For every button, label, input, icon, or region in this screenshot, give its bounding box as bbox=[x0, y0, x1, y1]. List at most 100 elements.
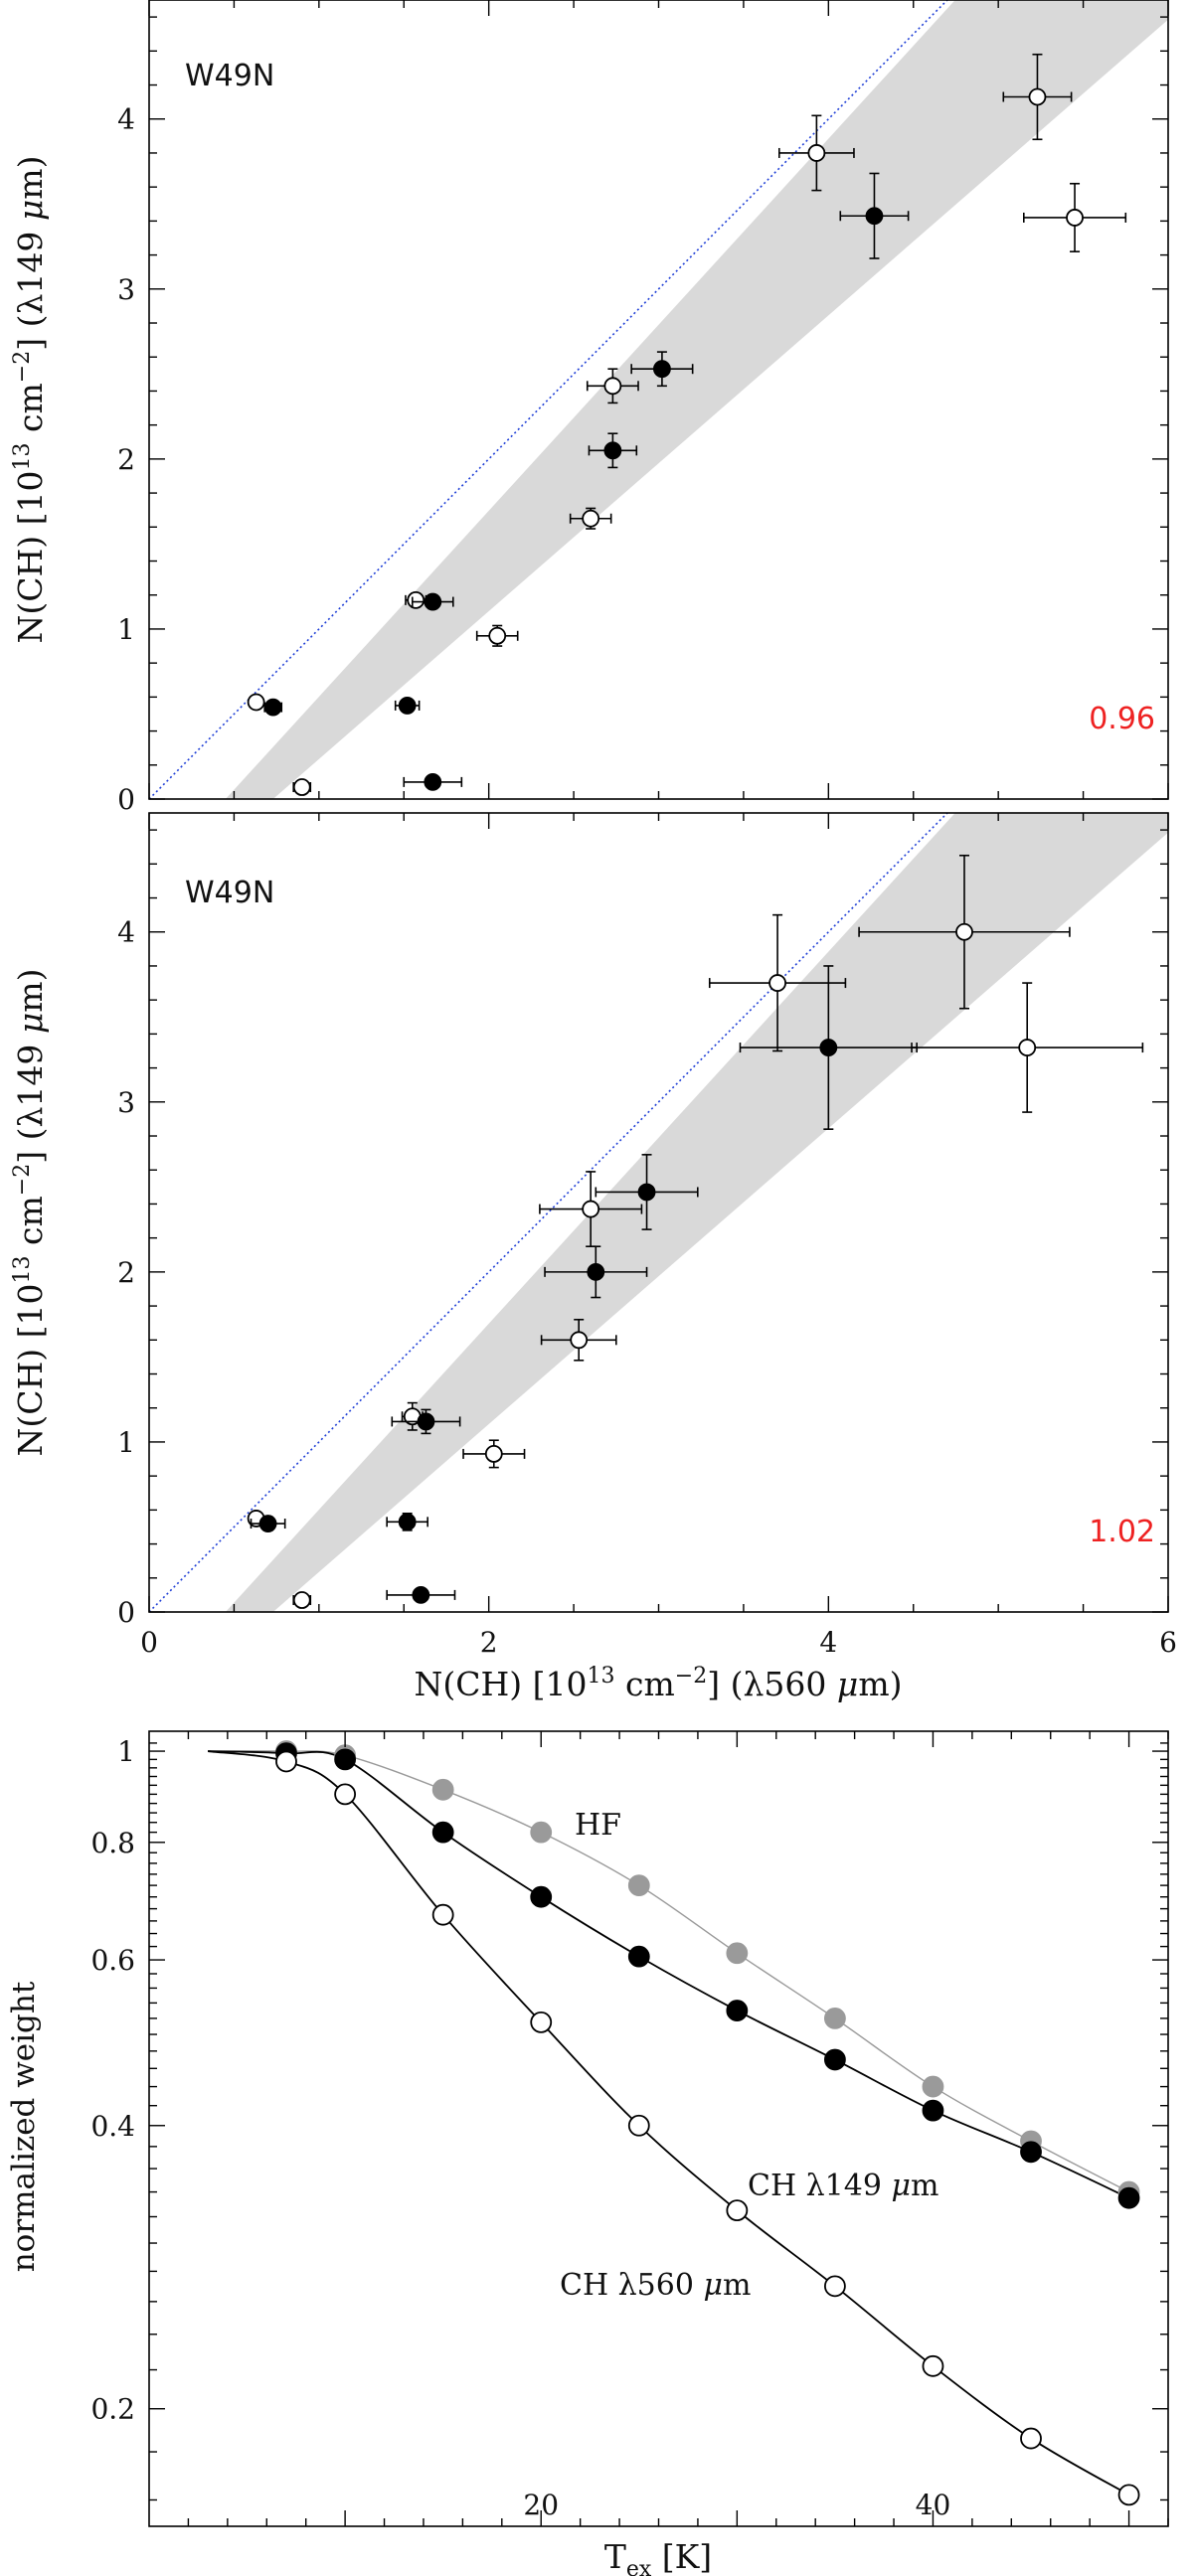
series-0-marker bbox=[431, 1778, 454, 1801]
open-point-7 bbox=[858, 854, 1071, 1010]
y-tick-label: 0.2 bbox=[90, 2393, 135, 2426]
x-tick-label: 40 bbox=[916, 2489, 951, 2521]
series-1-marker bbox=[824, 2048, 846, 2071]
y-axis-label: N(CH) [1013 cm−2] (λ149 μm) bbox=[10, 969, 50, 1457]
source-label: W49N bbox=[185, 876, 274, 910]
open-point-5 bbox=[586, 368, 639, 404]
filled-point-6 bbox=[739, 965, 918, 1130]
open-point-3 bbox=[475, 624, 519, 647]
series-2-marker bbox=[275, 1750, 297, 1773]
marker bbox=[582, 1200, 600, 1218]
x-tick-label: 2 bbox=[480, 1626, 498, 1659]
marker bbox=[292, 1591, 311, 1609]
marker bbox=[603, 377, 622, 396]
band-region bbox=[225, 0, 1168, 799]
marker bbox=[424, 772, 442, 791]
filled-point-0 bbox=[250, 1515, 286, 1532]
x-tick-label: 20 bbox=[523, 2489, 559, 2521]
marker bbox=[955, 922, 973, 941]
series-curves bbox=[208, 1750, 1130, 2496]
filled-point-1 bbox=[394, 697, 421, 715]
series-label-hf: HF bbox=[575, 1808, 621, 1843]
y-tick-label: 4 bbox=[117, 916, 135, 949]
y-tick-label: 1 bbox=[117, 1735, 135, 1768]
weight-panel-bottom: 0.20.40.60.81 20 40 HF CH λ149 μm CH λ560… bbox=[6, 1730, 1169, 2576]
y-tick-label: 2 bbox=[117, 443, 135, 476]
y-tick-labels: 0 1 2 3 4 bbox=[117, 103, 135, 816]
open-point-3 bbox=[462, 1439, 526, 1469]
ratio-label: 0.96 bbox=[1089, 702, 1155, 736]
y-axis-label: N(CH) [1013 cm−2] (λ149 μm) bbox=[10, 156, 50, 644]
series-0-marker bbox=[627, 1874, 650, 1897]
open-point-2 bbox=[405, 590, 427, 609]
scatter-panel-middle: 0 1 2 3 4 0 2 4 6 W49N 1.02 N(CH) [1013 cm−2] (… bbox=[10, 812, 1177, 1703]
filled-point-5 bbox=[630, 351, 694, 388]
series-1-marker bbox=[1117, 2186, 1140, 2209]
open-point-6 bbox=[708, 913, 847, 1052]
marker bbox=[768, 974, 786, 992]
open-point-1 bbox=[292, 1591, 312, 1609]
confidence-band bbox=[225, 813, 1168, 1612]
open-point-0 bbox=[247, 693, 265, 712]
marker bbox=[587, 1262, 605, 1281]
scatter-panel-top: 0 1 2 3 4 W49N 0.96 N(CH) [1013 cm−2] (λ149 … bbox=[10, 0, 1169, 816]
filled-point-6 bbox=[839, 172, 910, 259]
open-point-5 bbox=[539, 1171, 643, 1248]
y-tick-label: 1 bbox=[117, 1426, 135, 1459]
marker bbox=[484, 1445, 503, 1463]
series-markers bbox=[275, 1740, 1140, 2506]
marker bbox=[424, 592, 442, 611]
filled-point-4 bbox=[588, 432, 638, 469]
y-tick-label: 3 bbox=[117, 273, 135, 306]
y-tick-label: 0 bbox=[117, 1596, 135, 1629]
marker bbox=[292, 778, 311, 796]
marker bbox=[570, 1331, 589, 1350]
y-tick-label: 0.6 bbox=[90, 1944, 135, 1977]
marker bbox=[865, 207, 884, 226]
series-2-marker bbox=[431, 1903, 454, 1926]
reference-line bbox=[149, 0, 949, 799]
series-1-marker bbox=[530, 1885, 553, 1908]
open-point-6 bbox=[777, 114, 855, 192]
confidence-band bbox=[225, 0, 1168, 799]
x-tick-label: 6 bbox=[1159, 1626, 1177, 1659]
series-label-ch560: CH λ560 μm bbox=[560, 2268, 751, 2303]
series-1-marker bbox=[334, 1748, 357, 1771]
marker bbox=[819, 1039, 838, 1056]
series-1-marker bbox=[1020, 2141, 1042, 2164]
series-2-marker bbox=[627, 2114, 650, 2137]
series-1-marker bbox=[431, 1821, 454, 1844]
y-tick-label: 3 bbox=[117, 1086, 135, 1119]
axis-ticks bbox=[148, 813, 1169, 1613]
filled-point-0 bbox=[263, 698, 283, 717]
y-tick-label: 0.8 bbox=[90, 1827, 135, 1859]
series-0-marker bbox=[824, 2007, 846, 2029]
series-1-marker bbox=[726, 2000, 749, 2021]
x-tick-label: 4 bbox=[819, 1626, 837, 1659]
marker bbox=[258, 1515, 277, 1532]
one-to-one-line bbox=[149, 0, 949, 799]
series-0-marker bbox=[922, 2075, 944, 2098]
marker bbox=[1018, 1039, 1037, 1056]
y-tick-label: 4 bbox=[117, 103, 135, 136]
x-tick-labels: 0 2 4 6 bbox=[140, 1626, 1177, 1659]
plot-frame bbox=[148, 1730, 1169, 2527]
y-tick-label: 0 bbox=[117, 783, 135, 816]
axis-ticks bbox=[148, 0, 1169, 800]
marker bbox=[488, 626, 507, 645]
open-point-8 bbox=[1022, 182, 1127, 252]
x-axis-label: N(CH) [1013 cm−2] (λ560 μm) bbox=[415, 1664, 903, 1703]
marker bbox=[582, 509, 600, 528]
series-2-marker bbox=[530, 2011, 553, 2033]
filled-point-4 bbox=[544, 1245, 648, 1299]
marker bbox=[637, 1183, 656, 1202]
marker bbox=[407, 590, 426, 609]
marker bbox=[653, 360, 671, 379]
filled-point-3 bbox=[386, 1585, 456, 1604]
y-axis-label: normalized weight bbox=[6, 1981, 42, 2272]
marker bbox=[417, 1412, 435, 1431]
open-point-4 bbox=[540, 1318, 617, 1362]
marker bbox=[263, 698, 282, 717]
series-2-marker bbox=[1117, 2484, 1140, 2506]
series-2-marker bbox=[1020, 2427, 1042, 2450]
